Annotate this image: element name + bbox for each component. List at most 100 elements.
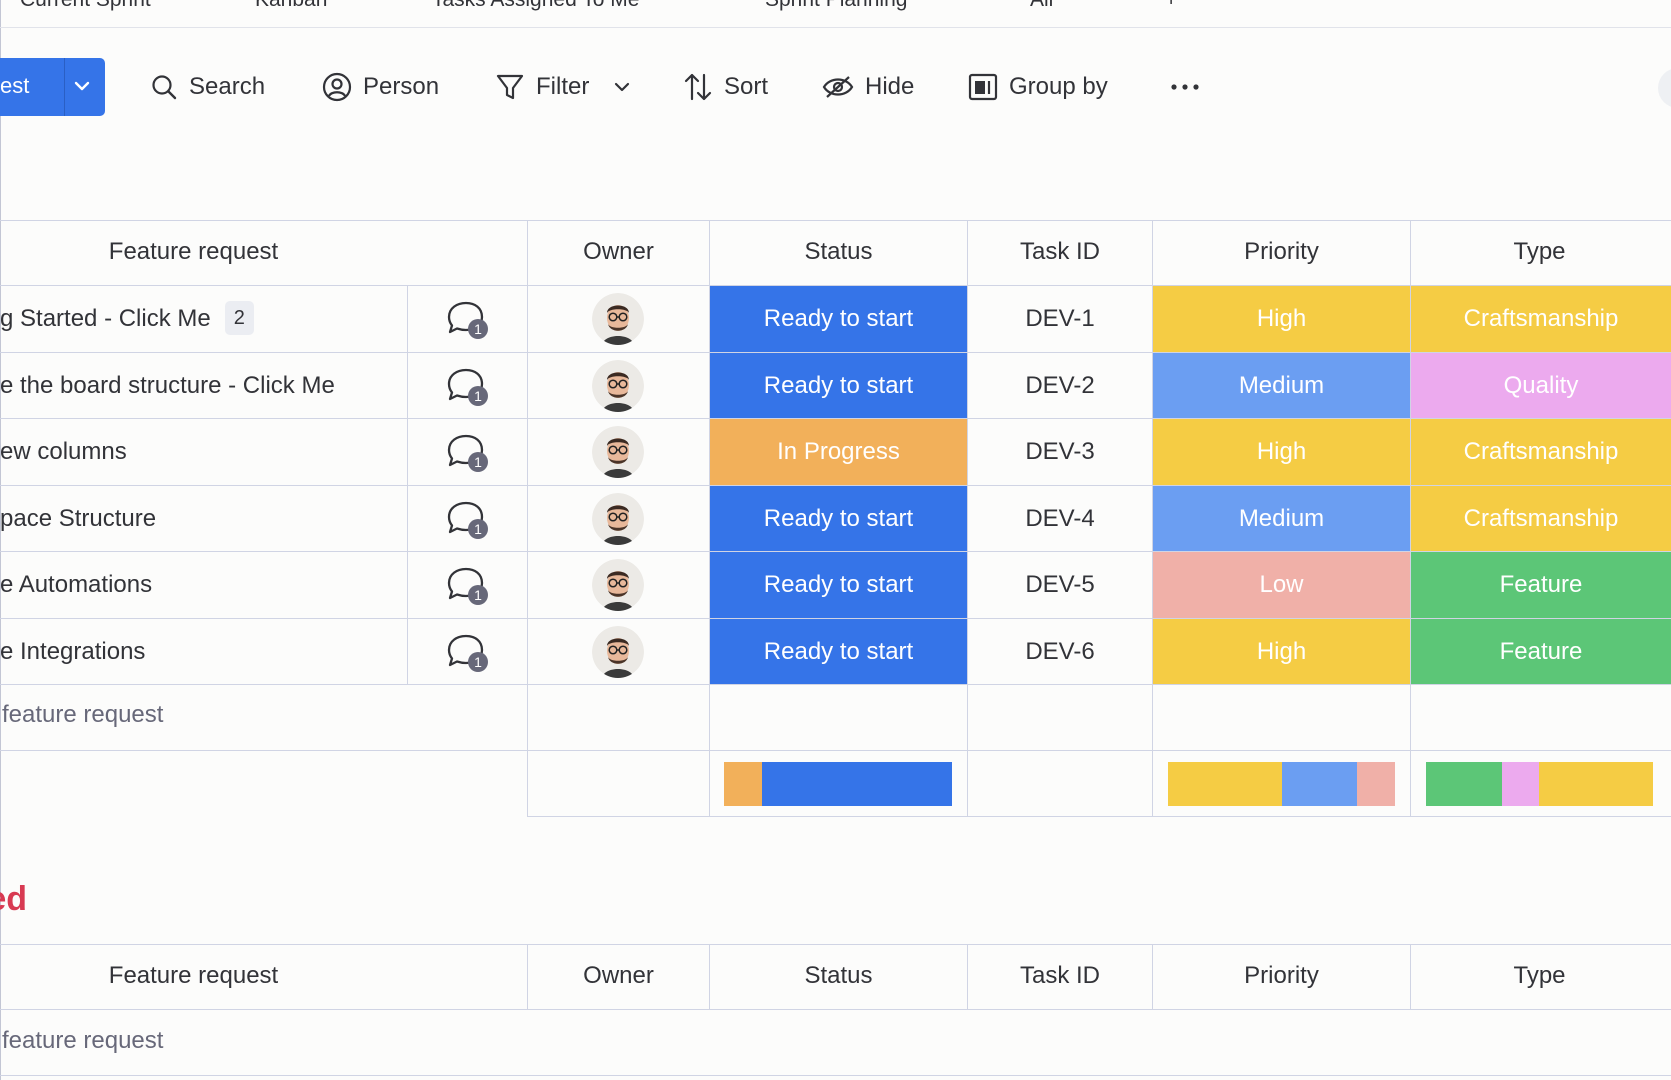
- column-header-status[interactable]: Status: [804, 238, 873, 265]
- owner-avatar[interactable]: [592, 493, 644, 545]
- status-cell[interactable]: In Progress: [710, 419, 967, 485]
- column-header-type[interactable]: Type: [1513, 238, 1566, 265]
- sort-button[interactable]: Sort: [683, 65, 768, 109]
- item-name[interactable]: e Integrations: [0, 619, 400, 684]
- item-name-text: pace Structure: [0, 505, 157, 532]
- group-by-label: Group by: [1009, 73, 1108, 100]
- more-options-button[interactable]: [1170, 65, 1200, 109]
- status-cell[interactable]: Ready to start: [710, 552, 967, 618]
- chevron-down-icon[interactable]: [612, 77, 632, 97]
- type-cell[interactable]: Feature: [1411, 552, 1671, 618]
- column-header-status[interactable]: Status: [804, 962, 873, 989]
- search-button[interactable]: Search: [150, 65, 265, 109]
- row-border: [0, 485, 1671, 486]
- updates-count: 1: [474, 521, 482, 537]
- item-name[interactable]: ew columns: [0, 419, 400, 485]
- status-cell[interactable]: Ready to start: [710, 353, 967, 418]
- column-border: [1410, 944, 1411, 1009]
- priority-cell[interactable]: Medium: [1153, 486, 1410, 551]
- updates-chat-icon[interactable]: 1: [445, 432, 493, 472]
- owner-avatar[interactable]: [592, 293, 644, 345]
- owner-avatar[interactable]: [592, 559, 644, 611]
- item-name-text: ew columns: [0, 438, 127, 465]
- type-cell[interactable]: Craftsmanship: [1411, 486, 1671, 551]
- tab-all[interactable]: All: [1030, 0, 1053, 12]
- type-summary-bar: [1426, 762, 1653, 806]
- column-header-priority[interactable]: Priority: [1244, 238, 1319, 265]
- item-name[interactable]: e the board structure - Click Me: [0, 353, 400, 418]
- priority-cell[interactable]: High: [1153, 619, 1410, 684]
- type-cell[interactable]: Quality: [1411, 353, 1671, 418]
- column-header-feature-request[interactable]: Feature request: [108, 238, 279, 265]
- column-header-task-id[interactable]: Task ID: [1019, 962, 1100, 989]
- updates-chat-icon[interactable]: 1: [445, 632, 493, 672]
- status-summary-bar: [724, 762, 952, 806]
- filter-button[interactable]: Filter: [495, 65, 632, 109]
- updates-column-border: [407, 285, 408, 684]
- column-header-task-id[interactable]: Task ID: [1019, 238, 1100, 265]
- side-panel-toggle[interactable]: [1658, 68, 1671, 108]
- tab-kanban[interactable]: Kanban: [255, 0, 327, 12]
- subitems-count-badge[interactable]: 2: [224, 300, 254, 335]
- column-header-type[interactable]: Type: [1513, 962, 1566, 989]
- task-id-cell: DEV-6: [1025, 638, 1095, 665]
- add-view-button[interactable]: +: [1165, 0, 1177, 12]
- item-name-text: e Automations: [0, 571, 153, 598]
- owner-avatar[interactable]: [592, 360, 644, 412]
- tab-tasks-assigned[interactable]: Tasks Assigned To Me: [432, 0, 639, 12]
- person-icon: [322, 72, 352, 102]
- item-name[interactable]: pace Structure: [0, 486, 400, 551]
- row-border: [0, 618, 1671, 619]
- column-header-owner[interactable]: Owner: [583, 238, 654, 265]
- hide-button[interactable]: Hide: [822, 65, 914, 109]
- new-item-button[interactable]: est: [0, 58, 105, 116]
- summary-bottom-border: [527, 816, 1671, 817]
- type-cell[interactable]: Feature: [1411, 619, 1671, 684]
- tab-current-sprint[interactable]: Current Sprint: [20, 0, 151, 12]
- column-border: [967, 220, 968, 816]
- type-cell[interactable]: Craftsmanship: [1411, 286, 1671, 352]
- sort-label: Sort: [724, 73, 769, 100]
- owner-avatar[interactable]: [592, 626, 644, 678]
- group-title[interactable]: ted: [0, 880, 27, 918]
- new-item-divider: [64, 58, 65, 116]
- summary-segment-low: [1357, 762, 1395, 806]
- updates-chat-icon[interactable]: 1: [445, 299, 493, 339]
- status-cell[interactable]: Ready to start: [710, 619, 967, 684]
- status-cell[interactable]: Ready to start: [710, 286, 967, 352]
- task-id-cell: DEV-3: [1025, 438, 1095, 465]
- summary-segment-feature: [1426, 762, 1502, 806]
- tab-sprint-planning[interactable]: Sprint Planning: [765, 0, 907, 12]
- priority-cell[interactable]: Low: [1153, 552, 1410, 618]
- filter-icon: [495, 72, 525, 102]
- person-filter-button[interactable]: Person: [322, 65, 439, 109]
- add-item-input[interactable]: feature request: [2, 701, 164, 728]
- priority-cell[interactable]: High: [1153, 419, 1410, 485]
- updates-chat-icon[interactable]: 1: [445, 366, 493, 406]
- priority-cell[interactable]: Medium: [1153, 353, 1410, 418]
- task-id-cell: DEV-2: [1025, 372, 1095, 399]
- search-icon: [150, 73, 178, 101]
- item-name[interactable]: g Started - Click Me 2: [0, 286, 400, 352]
- add-item-input[interactable]: feature request: [2, 1027, 164, 1054]
- item-name[interactable]: e Automations: [0, 552, 400, 618]
- updates-chat-icon[interactable]: 1: [445, 565, 493, 605]
- column-header-owner[interactable]: Owner: [583, 962, 654, 989]
- updates-chat-icon[interactable]: 1: [445, 499, 493, 539]
- row-border: [0, 684, 1671, 685]
- updates-count: 1: [474, 388, 482, 404]
- owner-avatar[interactable]: [592, 426, 644, 478]
- status-cell[interactable]: Ready to start: [710, 486, 967, 551]
- type-cell[interactable]: Craftsmanship: [1411, 419, 1671, 485]
- priority-cell[interactable]: High: [1153, 286, 1410, 352]
- item-name-text: e Integrations: [0, 638, 146, 665]
- column-border: [527, 220, 528, 816]
- task-id-cell: DEV-1: [1025, 305, 1095, 332]
- chevron-down-icon[interactable]: [72, 76, 92, 101]
- hide-label: Hide: [865, 73, 915, 100]
- row-border: [0, 1009, 1671, 1010]
- column-header-feature-request[interactable]: Feature request: [108, 962, 279, 989]
- column-header-priority[interactable]: Priority: [1244, 962, 1319, 989]
- summary-segment-ready: [762, 762, 952, 806]
- group-by-button[interactable]: Group by: [968, 65, 1108, 109]
